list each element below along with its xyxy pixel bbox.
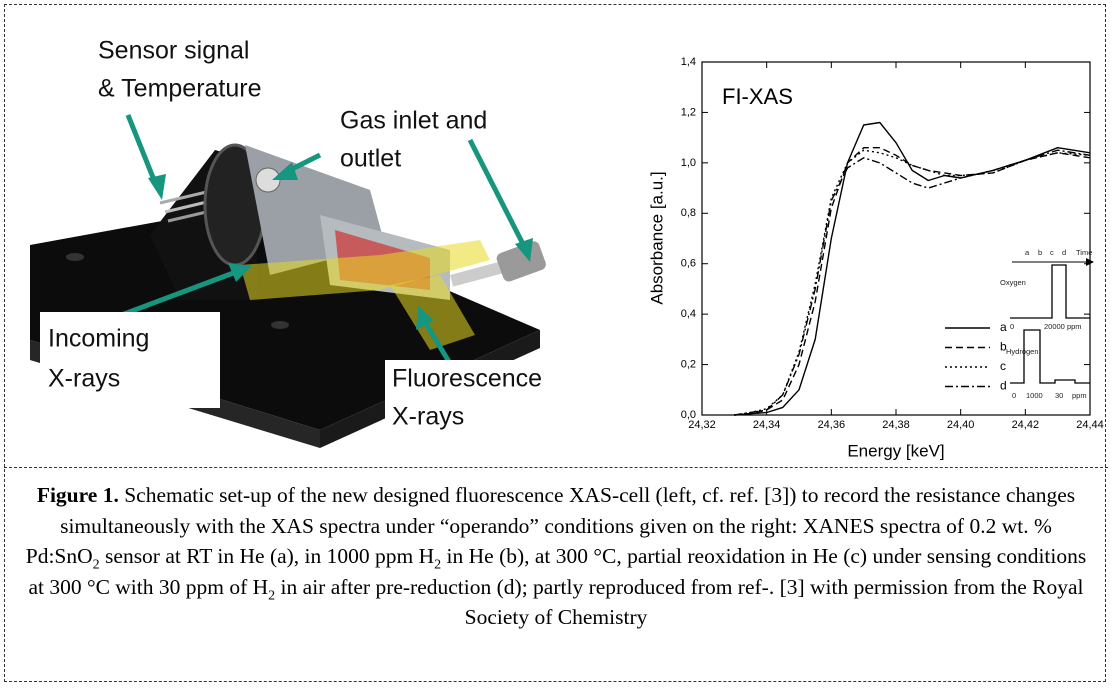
x-tick-label: 24,38 (882, 419, 910, 431)
x-tick-label: 24,42 (1012, 419, 1040, 431)
inset-label: Oxygen (1000, 278, 1026, 287)
inset-label: c (1050, 248, 1054, 257)
inset-label: d (1062, 248, 1066, 257)
schematic-label: X-rays (48, 365, 120, 393)
inset: a b c d Time Oxygen 0 20000 ppm Hydrogen… (1000, 248, 1094, 400)
y-tick-label: 1,2 (681, 106, 696, 118)
data-line (734, 149, 1091, 416)
caption: Figure 1. Schematic set-up of the new de… (24, 480, 1088, 633)
inset-label: 30 (1055, 391, 1063, 400)
legend-label: c (1000, 359, 1006, 373)
inset-label: 20000 ppm (1044, 322, 1082, 331)
x-axis-label: Energy [keV] (847, 441, 944, 460)
fitting (496, 241, 546, 282)
schematic-label: Fluorescence (392, 365, 542, 393)
schematic-label: Incoming (48, 325, 149, 353)
caption-subscript: 2 (434, 557, 442, 573)
pipe (450, 260, 507, 287)
arrow (467, 138, 528, 250)
x-tick-label: 24,40 (947, 419, 975, 431)
inset-label: Hydrogen (1006, 347, 1039, 356)
caption-text: sensor at RT in He (a), in 1000 ppm H (99, 544, 435, 569)
y-tick-label: 1,0 (681, 157, 696, 169)
y-tick-label: 0,4 (681, 308, 696, 320)
arrow-head (272, 162, 298, 180)
caption-subscript: 2 (268, 588, 276, 604)
inset-label: 0 (1010, 322, 1014, 331)
x-tick-label: 24,36 (818, 419, 846, 431)
schematic-label: outlet (340, 145, 401, 173)
caption-text: Schematic set-up of the new designed flu… (25, 483, 1076, 569)
y-tick-label: 0,2 (681, 358, 696, 370)
inset-label: a (1025, 248, 1030, 257)
y-tick-label: 0,8 (681, 207, 696, 219)
caption-label: Figure 1. (36, 483, 119, 507)
inset-pulse (1010, 264, 1090, 319)
arrow (125, 114, 159, 186)
inset-pulse (1010, 329, 1090, 384)
arrow-head (416, 306, 434, 330)
y-tick-label: 0,0 (681, 409, 696, 421)
divider (4, 467, 1108, 468)
annotation: FI-XAS (722, 84, 793, 109)
x-tick-label: 24,44 (1076, 419, 1104, 431)
legend-label: b (1000, 340, 1007, 354)
label-box (385, 360, 555, 432)
fluorescence-beam (390, 275, 475, 350)
caption-text: in He (b), at 300 °C, partial reoxidatio… (28, 544, 1087, 599)
plot-frame (701, 61, 1091, 416)
inset-label: b (1038, 248, 1042, 257)
schematic-labels: Sensor signal & Temperature Gas inlet an… (48, 37, 542, 431)
inset-label: ppm (1072, 391, 1087, 400)
hole (271, 321, 289, 329)
schematic-label: & Temperature (98, 75, 262, 103)
label-box (40, 312, 220, 408)
y-tick-label: 1,4 (681, 56, 696, 68)
hole (66, 253, 84, 261)
schematic-label: X-rays (392, 403, 464, 431)
arrow-head (148, 174, 166, 200)
inset-label: 0 (1012, 391, 1016, 400)
incoming-beam (240, 240, 490, 300)
data-line (734, 121, 1091, 416)
figure: Sensor signal & Temperature Gas inlet an… (30, 37, 1104, 460)
legend-label: d (1000, 379, 1007, 393)
arrow-head (228, 263, 252, 282)
inset-label: 1000 (1026, 391, 1043, 400)
x-tick-label: 24,32 (688, 419, 716, 431)
y-axis-label: Absorbance [a.u.] (647, 171, 666, 304)
schematic-label: Sensor signal (98, 37, 249, 65)
schematic: Sensor signal & Temperature Gas inlet an… (30, 37, 555, 448)
data-line (734, 147, 1091, 416)
y-tick-label: 0,6 (681, 258, 696, 270)
arrow-head (515, 238, 533, 262)
schematic-label: Gas inlet and (340, 107, 487, 135)
legend-label: a (1000, 320, 1007, 334)
caption-text: in air after pre-reduction (d); partly r… (275, 574, 1084, 630)
data-line (734, 149, 1091, 416)
caption-subscript: 2 (92, 557, 100, 573)
inset-label: Time (1076, 248, 1092, 257)
figure-frame (4, 4, 1106, 682)
x-tick-label: 24,34 (753, 419, 781, 431)
